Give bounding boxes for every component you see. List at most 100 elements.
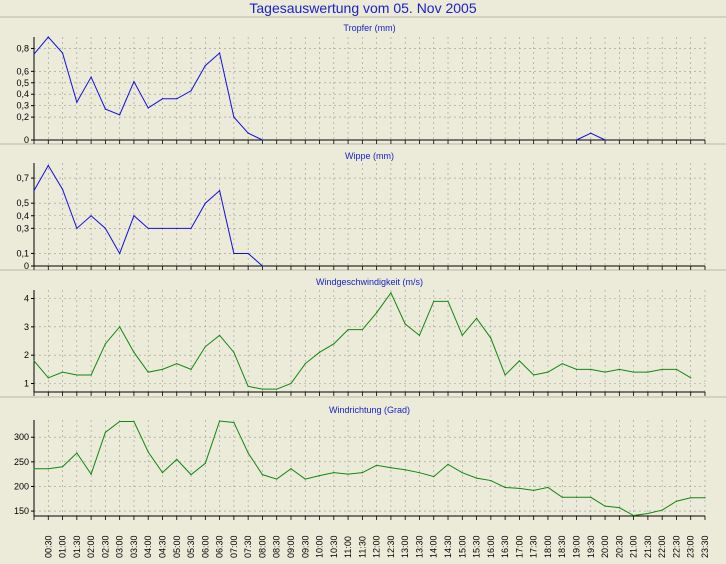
x-tick-label: 04:30 xyxy=(157,535,167,558)
data-point xyxy=(447,463,449,465)
data-point xyxy=(290,382,292,385)
y-tick-label: 0,5 xyxy=(16,78,29,88)
x-tick-label: 11:30 xyxy=(357,536,367,558)
data-point xyxy=(119,420,121,423)
data-point xyxy=(304,363,306,365)
x-tick-label: 06:00 xyxy=(200,535,210,558)
data-point xyxy=(233,351,235,353)
data-point xyxy=(90,374,92,376)
data-point xyxy=(490,479,492,482)
x-tick-label: 02:00 xyxy=(86,535,96,558)
data-point xyxy=(661,509,663,511)
data-point xyxy=(504,486,506,489)
data-point xyxy=(675,368,678,370)
x-tick-label: 15:30 xyxy=(472,535,482,558)
data-point xyxy=(333,472,335,474)
data-point xyxy=(404,469,406,471)
data-point xyxy=(104,227,106,229)
data-point xyxy=(161,98,164,100)
data-point xyxy=(218,334,221,336)
data-point xyxy=(604,139,606,141)
y-tick-label: 0,3 xyxy=(16,223,29,233)
x-tick-label: 03:00 xyxy=(115,535,125,558)
x-tick-label: 21:30 xyxy=(643,535,653,558)
data-point xyxy=(590,132,592,134)
y-tick-label: 0,6 xyxy=(16,66,29,76)
x-tick-label: 23:00 xyxy=(686,535,696,558)
data-point xyxy=(204,202,206,204)
data-point xyxy=(633,371,635,373)
data-point xyxy=(647,371,649,373)
data-point xyxy=(33,53,35,55)
data-point xyxy=(575,368,578,370)
data-point xyxy=(104,108,106,110)
data-point xyxy=(376,464,378,466)
data-point xyxy=(276,478,278,480)
data-point xyxy=(261,474,264,476)
y-tick-label: 150 xyxy=(14,506,29,516)
data-point xyxy=(133,215,135,217)
series-line xyxy=(34,420,705,517)
data-point xyxy=(247,385,249,387)
data-point xyxy=(76,452,78,454)
data-point xyxy=(604,505,606,507)
x-tick-label: 00:30 xyxy=(43,535,53,558)
data-point xyxy=(376,312,378,314)
data-point xyxy=(104,343,106,345)
x-tick-label: 20:30 xyxy=(614,535,624,558)
data-point xyxy=(76,374,78,376)
x-tick-label: 09:00 xyxy=(286,535,296,558)
data-point xyxy=(33,190,35,192)
data-point xyxy=(547,486,549,489)
x-tick-label: 03:30 xyxy=(129,535,139,558)
x-tick-label: 13:30 xyxy=(414,535,424,558)
x-tick-label: 05:30 xyxy=(186,535,196,558)
data-point xyxy=(461,472,463,474)
data-point xyxy=(218,420,221,422)
data-point xyxy=(390,292,392,294)
x-tick-label: 13:00 xyxy=(400,535,410,558)
data-point xyxy=(490,337,492,339)
data-point xyxy=(690,377,692,379)
x-tick-label: 07:00 xyxy=(229,535,239,558)
data-point xyxy=(233,421,235,424)
y-tick-label: 0,5 xyxy=(16,198,29,208)
y-tick-label: 0 xyxy=(24,135,29,145)
data-point xyxy=(133,351,135,353)
data-point xyxy=(176,98,178,100)
data-point xyxy=(233,252,235,255)
data-point xyxy=(61,52,64,54)
plot-background xyxy=(34,290,705,392)
data-point xyxy=(147,107,149,109)
data-point xyxy=(119,114,121,116)
data-point xyxy=(133,420,135,423)
data-point xyxy=(561,496,563,498)
y-tick-label: 1 xyxy=(24,379,29,389)
data-point xyxy=(161,227,164,229)
data-point xyxy=(119,252,121,255)
x-tick-label: 18:30 xyxy=(557,535,567,558)
plot-background xyxy=(34,163,705,266)
x-tick-label: 17:00 xyxy=(514,535,524,558)
data-point xyxy=(190,368,192,370)
data-point xyxy=(233,116,235,118)
data-point xyxy=(404,323,406,325)
y-tick-label: 3 xyxy=(24,322,29,332)
data-point xyxy=(61,371,64,373)
data-point xyxy=(61,466,64,468)
data-point xyxy=(675,500,678,502)
data-point xyxy=(261,139,264,141)
x-tick-label: 02:30 xyxy=(100,535,110,558)
x-tick-label: 18:00 xyxy=(543,535,553,558)
y-tick-label: 0,1 xyxy=(16,248,29,258)
data-point xyxy=(190,474,192,476)
data-point xyxy=(176,227,178,229)
data-point xyxy=(119,326,121,328)
data-point xyxy=(433,300,435,302)
y-tick-label: 0,3 xyxy=(16,101,29,111)
x-tick-label: 21:00 xyxy=(629,535,639,558)
data-point xyxy=(47,468,49,470)
data-point xyxy=(247,132,249,134)
data-point xyxy=(147,371,149,373)
